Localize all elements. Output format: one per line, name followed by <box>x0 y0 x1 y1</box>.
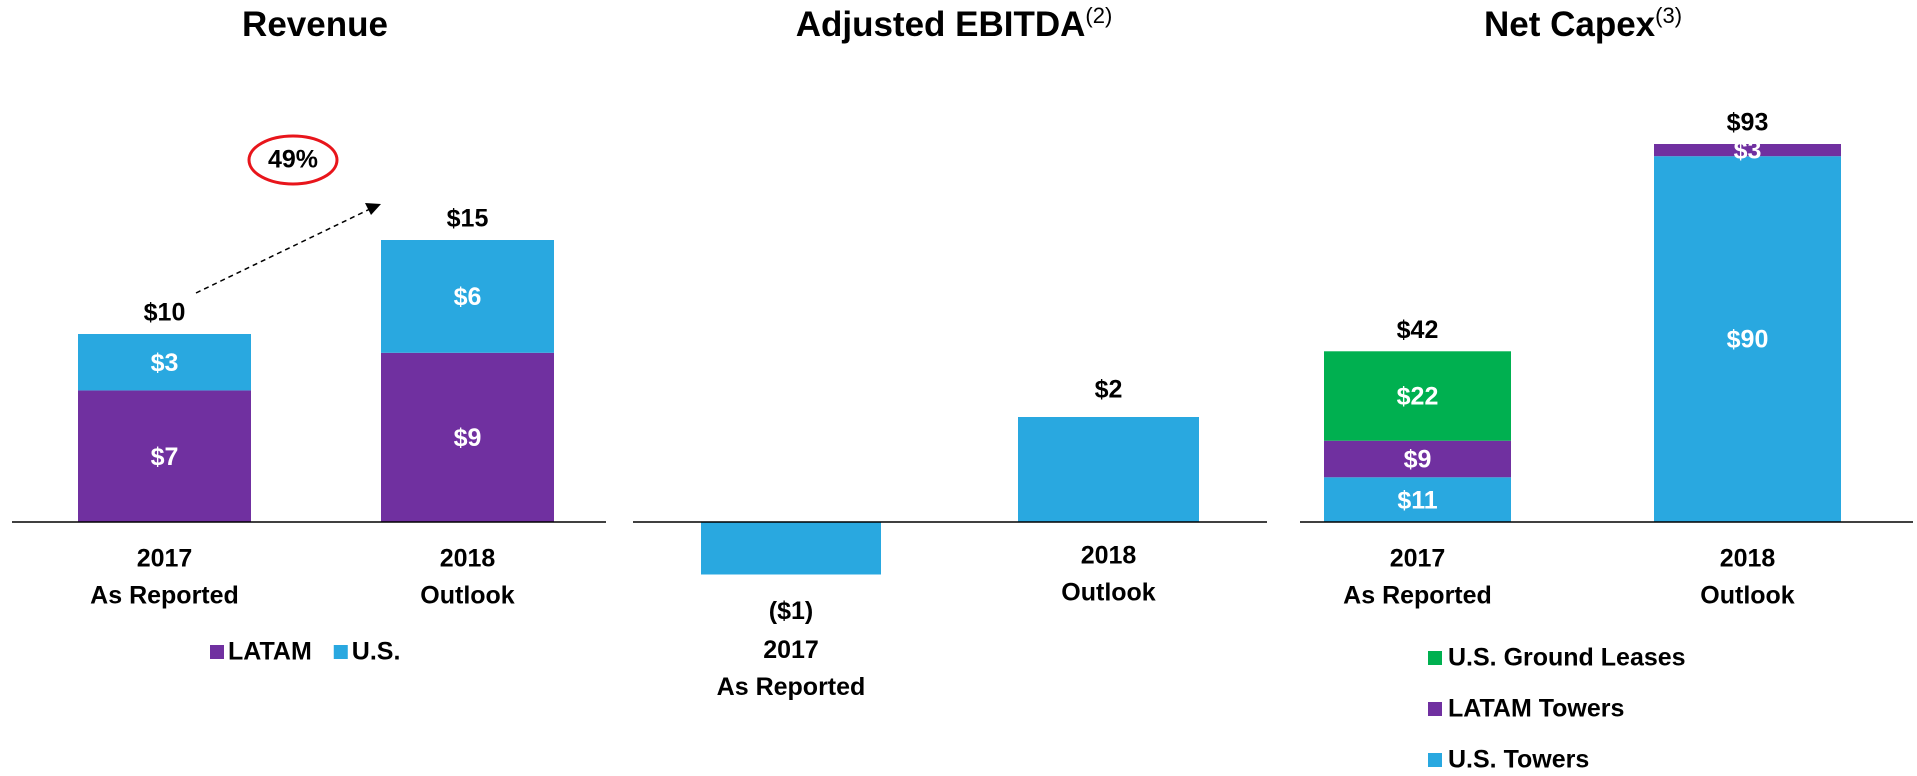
legend-swatch <box>1428 651 1442 665</box>
segment-label: $9 <box>1404 446 1432 474</box>
bar-segment <box>1324 477 1511 522</box>
legend-label: U.S. Ground Leases <box>1448 644 1686 672</box>
x-tick-label: As Reported <box>90 582 239 610</box>
legend-swatch <box>210 645 224 659</box>
segment-label: $3 <box>1734 137 1762 165</box>
bar-segment <box>1654 156 1841 522</box>
total-label: $10 <box>144 299 186 327</box>
legend-label: LATAM <box>228 638 312 666</box>
value-label: ($1) <box>769 597 813 625</box>
x-tick-label: Outlook <box>420 582 515 610</box>
bar-segment <box>78 334 251 391</box>
segment-label: $22 <box>1397 383 1439 411</box>
x-tick-label: Outlook <box>1700 582 1795 610</box>
bar-segment <box>78 390 251 522</box>
x-tick-label: 2017 <box>137 545 193 573</box>
title-text: Revenue <box>242 5 388 44</box>
chart-title: Adjusted EBITDA(2) <box>796 3 1113 44</box>
x-tick-label: 2017 <box>763 636 819 664</box>
arrow-head <box>365 203 381 215</box>
segment-label: $11 <box>1397 486 1437 514</box>
legend-label: U.S. <box>352 638 401 666</box>
x-tick-label: As Reported <box>717 673 866 701</box>
growth-arrow <box>195 208 371 294</box>
total-label: $93 <box>1727 109 1769 137</box>
legend-swatch <box>1428 702 1442 716</box>
bar-segment <box>1654 144 1841 157</box>
chart: Adjusted EBITDA(2) ($1) 2017 As Reported $2 2… <box>633 3 1267 701</box>
title-text: Net Capex <box>1484 5 1656 44</box>
bar-segment <box>1324 351 1511 441</box>
x-tick-label: 2018 <box>1720 545 1776 573</box>
title-note: (3) <box>1655 3 1682 28</box>
chart-title: Net Capex(3) <box>1484 3 1682 44</box>
bar <box>701 522 881 575</box>
x-tick-label: As Reported <box>1343 582 1492 610</box>
chart-title: Revenue <box>242 5 388 44</box>
segment-label: $7 <box>151 443 179 471</box>
segment-label: $6 <box>454 283 482 311</box>
bar-segment <box>1324 440 1511 478</box>
x-tick-label: 2018 <box>1081 542 1137 570</box>
annotation-label: 49% <box>268 146 318 174</box>
segment-label: $3 <box>151 349 179 377</box>
legend-swatch <box>333 645 348 659</box>
bar-segment <box>381 240 554 353</box>
segment-label: $9 <box>454 424 482 452</box>
growth-annotation <box>195 134 381 294</box>
total-label: $42 <box>1397 316 1439 344</box>
title-text: Adjusted EBITDA <box>796 5 1086 44</box>
total-label: $15 <box>447 205 489 233</box>
bar <box>1018 417 1199 522</box>
legend-label: LATAM Towers <box>1448 695 1624 723</box>
segment-label: $90 <box>1727 326 1769 354</box>
title-note: (2) <box>1085 3 1112 28</box>
chart: Net Capex(3) $11 $9 $22 $42 2017 As Reported $9… <box>1300 3 1913 774</box>
x-tick-label: Outlook <box>1061 579 1156 607</box>
x-tick-label: 2017 <box>1390 545 1446 573</box>
bar-segment <box>381 352 554 522</box>
x-tick-label: 2018 <box>440 545 496 573</box>
growth-circle <box>247 134 339 186</box>
legend-label: U.S. Towers <box>1448 746 1589 774</box>
chart: Revenue $7 $3 $10 2017 As Reported $9 $6 $15 2018… <box>12 5 606 666</box>
value-label: $2 <box>1095 376 1123 404</box>
legend-swatch <box>1428 753 1442 767</box>
